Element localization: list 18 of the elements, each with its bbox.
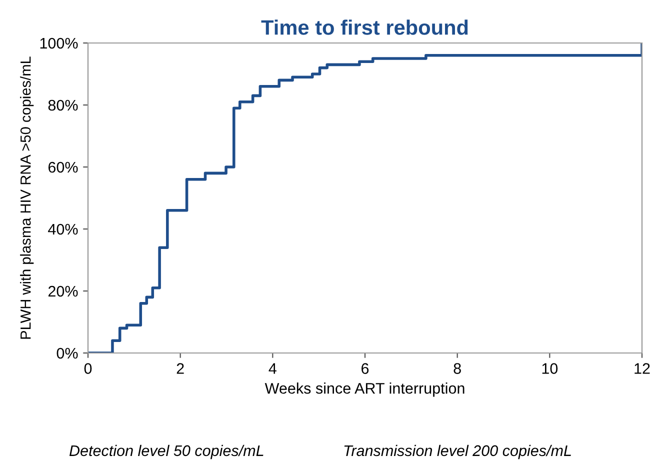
x-axis-title: Weeks since ART interruption — [264, 382, 464, 397]
chart-title: Time to first rebound — [261, 20, 468, 35]
x-tick-label: 6 — [362, 363, 369, 374]
y-tick-label: 80% — [48, 100, 78, 111]
x-tick-label: 4 — [268, 363, 276, 374]
text: Detection level 50 copies/mL — [69, 444, 264, 460]
text: Transmission level 200 copies/mL — [344, 444, 571, 460]
x-tick-label: 10 — [542, 363, 558, 374]
x-tick-label: 2 — [176, 363, 184, 374]
y-axis-title: PLWH with plasma HIV RNA >50 copies/mL — [20, 56, 34, 339]
y-tick-label: 0% — [56, 348, 78, 359]
x-tick-label: 8 — [454, 363, 461, 374]
y-tick-label: 100% — [40, 38, 78, 49]
y-tick-label: 40% — [48, 224, 78, 235]
x-tick-label: 0 — [84, 363, 92, 374]
y-tick-label: 60% — [48, 162, 78, 173]
y-tick-label: 20% — [48, 286, 78, 297]
x-tick-label: 12 — [634, 363, 650, 374]
